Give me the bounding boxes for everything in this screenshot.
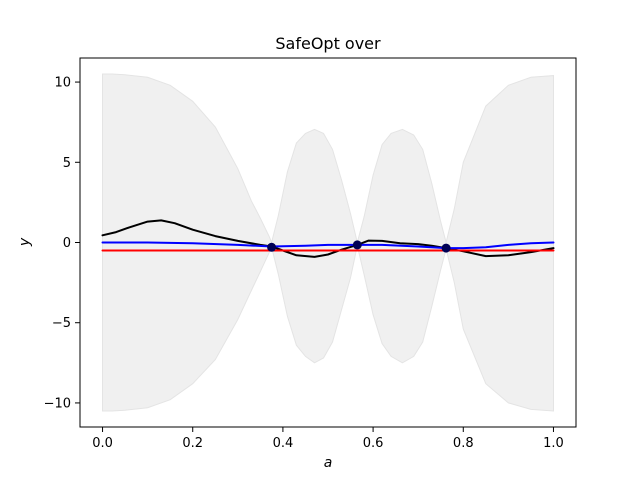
x-axis-label: a [324,455,333,471]
x-tick-label: 0.6 [363,436,384,451]
confidence-band [102,73,554,412]
y-tick-label: −10 [44,396,71,411]
confidence-band-layer [102,73,554,412]
observation-layer [267,240,451,253]
posterior-mean-line [101,241,555,250]
x-tick-label: 0.2 [182,436,203,451]
x-tick-label: 0.4 [273,436,294,451]
observation-point [441,243,451,253]
y-tick-label: 5 [63,156,71,171]
y-axis-label: y [17,237,33,247]
y-tick-label: 0 [63,236,71,251]
x-axis: 0.0 0.2 0.4 0.6 0.8 1.0 [92,427,564,451]
x-tick-label: 0.8 [453,436,474,451]
series-layer [101,219,555,258]
observation-point [267,242,277,252]
y-tick-label: 10 [54,76,71,91]
y-tick-label: −5 [52,316,71,331]
observation-point [352,240,362,250]
y-axis: −10 −5 0 5 10 [44,76,80,411]
x-tick-label: 0.0 [92,436,113,451]
chart-title: SafeOpt over [275,34,381,53]
x-tick-label: 1.0 [543,436,564,451]
